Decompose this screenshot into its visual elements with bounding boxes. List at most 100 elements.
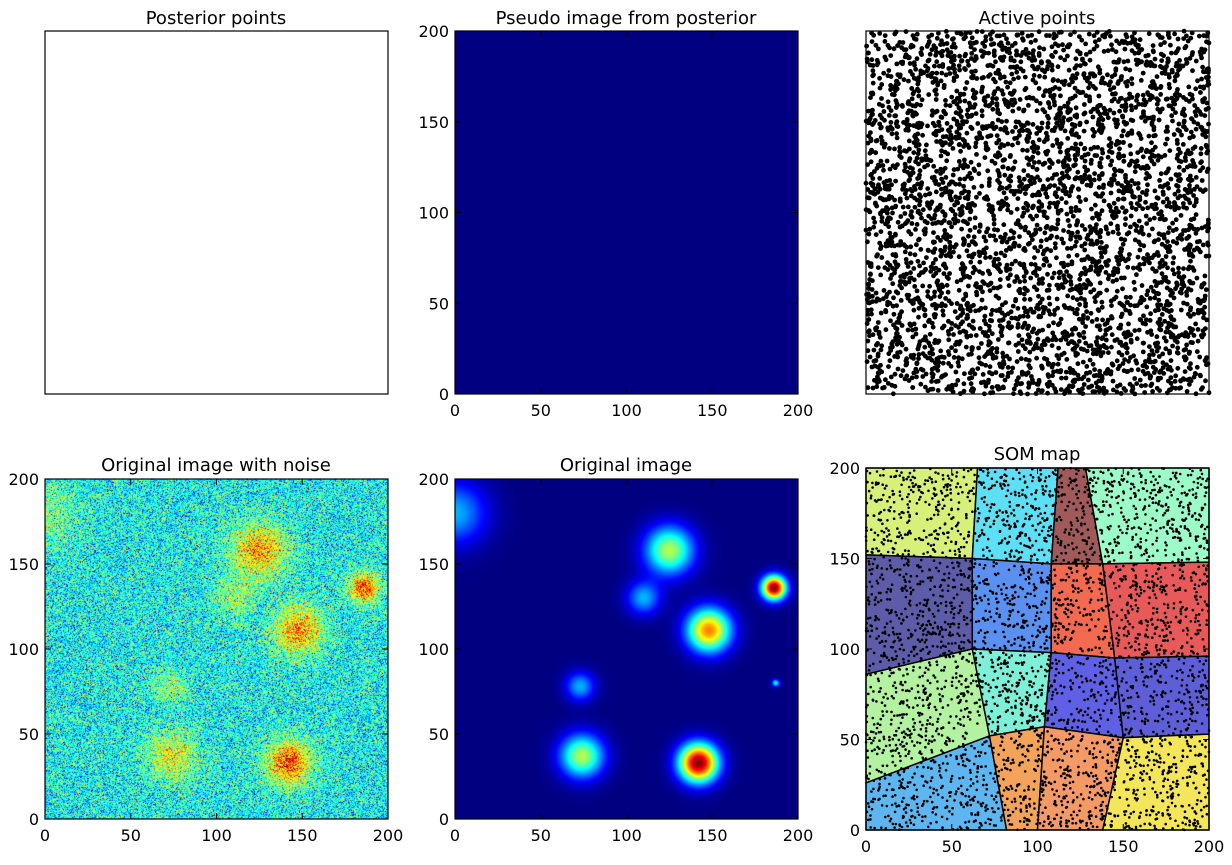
active-point (1101, 49, 1107, 54)
active-point (927, 51, 933, 57)
active-point (1171, 295, 1177, 301)
active-point (1163, 329, 1169, 335)
active-point (876, 101, 882, 107)
active-point (1174, 280, 1179, 286)
active-point (1192, 103, 1198, 108)
active-point (1025, 314, 1031, 319)
active-point (1005, 207, 1011, 213)
active-point (1068, 245, 1074, 251)
active-point (1116, 79, 1121, 84)
active-point (1047, 157, 1052, 163)
active-point (969, 175, 974, 181)
som-point (1078, 685, 1081, 689)
active-point (1167, 329, 1172, 335)
som-point (1054, 574, 1057, 577)
active-point (1132, 376, 1138, 381)
active-point (908, 187, 913, 192)
active-point (1111, 296, 1117, 302)
active-point (1187, 91, 1193, 97)
active-point (1149, 61, 1154, 66)
som-point (1163, 484, 1167, 487)
active-point (969, 69, 974, 75)
active-point (1190, 50, 1195, 55)
som-point (1047, 817, 1050, 820)
active-point (1073, 162, 1078, 168)
active-point (1125, 132, 1130, 138)
active-point (926, 34, 932, 40)
active-point (878, 246, 883, 252)
active-point (881, 385, 887, 390)
active-point (1164, 124, 1170, 130)
active-point (1087, 49, 1093, 55)
active-point (1062, 128, 1068, 134)
active-point (1094, 293, 1100, 298)
som-point (1075, 795, 1079, 799)
active-point (1131, 279, 1137, 285)
active-point (1049, 225, 1055, 230)
active-point (1001, 235, 1007, 241)
active-point (906, 229, 912, 234)
active-point (1106, 258, 1111, 263)
active-point (993, 263, 998, 269)
active-point (901, 274, 907, 280)
active-point (1067, 223, 1072, 229)
active-point (911, 150, 917, 156)
active-point (902, 191, 908, 197)
som-point (1159, 580, 1163, 584)
som-point (1050, 666, 1053, 670)
som-point (873, 736, 876, 740)
active-point (1121, 140, 1126, 145)
som-point (1086, 728, 1089, 731)
active-point (1099, 304, 1105, 310)
active-point (1024, 148, 1030, 153)
active-point (909, 42, 914, 48)
som-point (1127, 696, 1130, 700)
som-point (906, 503, 909, 506)
active-point (1159, 271, 1165, 277)
active-point (1095, 268, 1100, 273)
active-point (1095, 145, 1101, 150)
active-point (969, 112, 975, 118)
active-point (966, 352, 972, 357)
active-point (946, 361, 951, 366)
active-point (1129, 205, 1135, 211)
som-point (944, 679, 948, 683)
active-point (1037, 73, 1042, 79)
active-point (1030, 193, 1035, 199)
som-point (1028, 683, 1031, 687)
som-point (1167, 625, 1171, 628)
som-point (1091, 825, 1095, 828)
active-point (1200, 242, 1206, 248)
som-point (1007, 483, 1010, 487)
active-point (1147, 174, 1152, 180)
active-point (916, 352, 922, 357)
active-point (874, 296, 880, 302)
active-point (1030, 122, 1036, 127)
active-point (1102, 390, 1107, 396)
active-point (973, 90, 979, 95)
som-point (974, 813, 977, 817)
active-point (905, 327, 911, 333)
active-point (1163, 141, 1168, 147)
active-point (1190, 340, 1195, 346)
active-point (962, 98, 968, 104)
som-point (1065, 729, 1068, 733)
active-point (1097, 111, 1103, 117)
active-point (1045, 390, 1050, 396)
active-point (1059, 236, 1065, 242)
active-point (1148, 284, 1154, 290)
active-point (1026, 363, 1032, 368)
som-point (880, 567, 883, 570)
active-point (1158, 368, 1164, 374)
active-point (884, 158, 890, 164)
active-point (1139, 283, 1145, 288)
active-point (1143, 317, 1149, 323)
som-point (870, 741, 873, 745)
active-point (1197, 168, 1203, 174)
active-point (881, 180, 887, 186)
active-point (920, 283, 926, 289)
active-point (1013, 124, 1019, 130)
active-point (1193, 58, 1199, 64)
active-point (1129, 367, 1134, 373)
som-point (1179, 576, 1182, 580)
